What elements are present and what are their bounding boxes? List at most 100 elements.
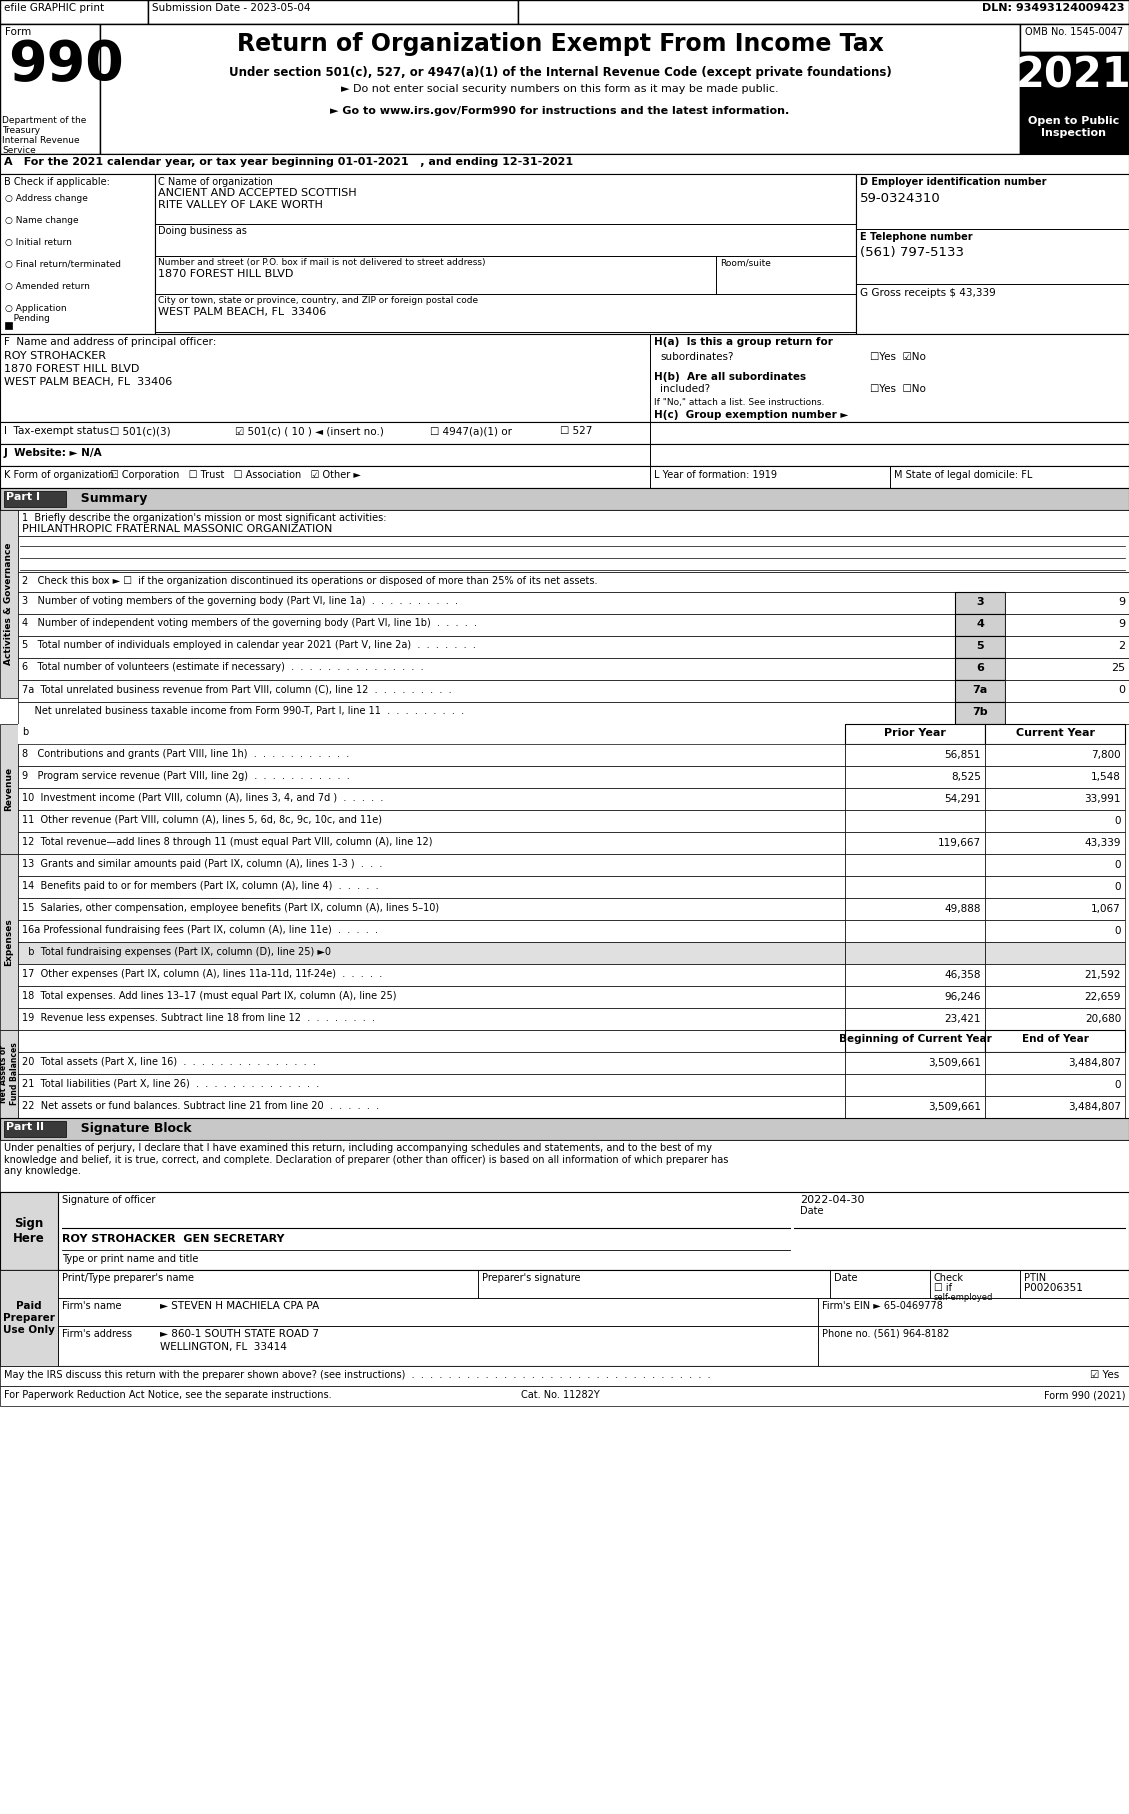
Text: 8,525: 8,525 [951,773,981,782]
Bar [0,0,148,24]
Bar [0,1192,58,1270]
Bar [0,724,18,854]
Text: 3,509,661: 3,509,661 [928,1058,981,1068]
Text: Prior Year: Prior Year [884,727,946,738]
Bar [18,898,844,920]
Text: 46,358: 46,358 [945,970,981,980]
Bar [18,724,844,744]
Text: 0: 0 [1114,1079,1121,1090]
Bar [984,787,1124,811]
Text: 5   Total number of individuals employed in calendar year 2021 (Part V, line 2a): 5 Total number of individuals employed i… [21,640,476,649]
Text: Cat. No. 11282Y: Cat. No. 11282Y [520,1390,599,1400]
Bar [844,1009,984,1030]
Bar [844,898,984,920]
Text: A For the 2021 calendar year, or tax year beginning 01-01-2021   , and ending 12: A For the 2021 calendar year, or tax yea… [5,158,574,167]
Bar [155,174,856,334]
Bar [18,876,844,898]
Bar [984,876,1124,898]
Text: Form: Form [5,27,32,36]
Text: Print/Type preparer's name: Print/Type preparer's name [62,1273,194,1282]
Bar [984,941,1124,963]
Bar [0,174,155,334]
Bar [1019,1270,1129,1299]
Bar [844,833,984,854]
Text: K Form of organization:: K Form of organization: [5,470,117,481]
Text: If "No," attach a list. See instructions.: If "No," attach a list. See instructions… [654,397,824,406]
Text: PHILANTHROPIC FRATERNAL MASSONIC ORGANIZATION: PHILANTHROPIC FRATERNAL MASSONIC ORGANIZ… [21,524,332,533]
Bar [18,613,955,637]
Bar [18,833,844,854]
Bar [18,941,844,963]
Text: Under section 501(c), 527, or 4947(a)(1) of the Internal Revenue Code (except pr: Under section 501(c), 527, or 4947(a)(1)… [229,65,892,80]
Text: ANCIENT AND ACCEPTED SCOTTISH: ANCIENT AND ACCEPTED SCOTTISH [158,189,357,198]
Text: 20,680: 20,680 [1085,1014,1121,1023]
Text: 0: 0 [1114,860,1121,871]
Text: P00206351: P00206351 [1024,1282,1083,1293]
Bar [0,154,1129,174]
Text: 7,800: 7,800 [1092,749,1121,760]
Text: Signature Block: Signature Block [72,1123,192,1136]
Text: 990: 990 [8,38,124,93]
Bar [18,637,955,658]
Text: b  Total fundraising expenses (Part IX, column (D), line 25) ►0: b Total fundraising expenses (Part IX, c… [21,947,331,958]
Bar [984,811,1124,833]
Bar [984,724,1124,744]
Bar [18,535,1129,571]
Text: I  Tax-exempt status:: I Tax-exempt status: [5,426,113,435]
Text: H(b)  Are all subordinates: H(b) Are all subordinates [654,372,806,383]
Bar [18,658,955,680]
Bar [0,1117,1129,1139]
Bar [1005,637,1129,658]
Bar [844,963,984,987]
Bar [984,920,1124,941]
Text: 17  Other expenses (Part IX, column (A), lines 11a-11d, 11f-24e)  .  .  .  .  .: 17 Other expenses (Part IX, column (A), … [21,969,383,980]
Bar [955,680,1005,702]
Bar [18,854,844,876]
Text: 1,548: 1,548 [1091,773,1121,782]
Text: 12  Total revenue—add lines 8 through 11 (must equal Part VIII, column (A), line: 12 Total revenue—add lines 8 through 11 … [21,836,432,847]
Text: Expenses: Expenses [5,918,14,965]
Bar [844,1030,984,1052]
Text: Preparer's signature: Preparer's signature [482,1273,580,1282]
Bar [0,0,1129,24]
Bar [984,1009,1124,1030]
Text: F  Name and address of principal officer:: F Name and address of principal officer: [5,337,217,346]
Text: ROY STROHACKER: ROY STROHACKER [5,350,106,361]
Bar [844,1096,984,1117]
Bar [0,510,18,698]
Text: 3,484,807: 3,484,807 [1068,1058,1121,1068]
Text: Paid
Preparer
Use Only: Paid Preparer Use Only [3,1301,55,1335]
Text: 16a Professional fundraising fees (Part IX, column (A), line 11e)  .  .  .  .  .: 16a Professional fundraising fees (Part … [21,925,378,934]
Text: Doing business as: Doing business as [158,227,247,236]
Text: D Employer identification number: D Employer identification number [860,178,1047,187]
Text: ○ Initial return: ○ Initial return [5,238,72,247]
Bar [844,744,984,766]
Text: Internal Revenue: Internal Revenue [2,136,80,145]
Bar [0,1139,1129,1192]
Text: 2: 2 [1118,640,1124,651]
Bar [984,898,1124,920]
Text: included?: included? [660,385,710,394]
Text: 20  Total assets (Part X, line 16)  .  .  .  .  .  .  .  .  .  .  .  .  .  .  .: 20 Total assets (Part X, line 16) . . . … [21,1058,316,1067]
Bar [18,510,1129,535]
Bar [18,702,955,724]
Text: ► STEVEN H MACHIELA CPA PA: ► STEVEN H MACHIELA CPA PA [160,1301,320,1312]
Bar [844,811,984,833]
Text: 13  Grants and similar amounts paid (Part IX, column (A), lines 1-3 )  .  .  .: 13 Grants and similar amounts paid (Part… [21,860,383,869]
Text: Activities & Governance: Activities & Governance [5,542,14,666]
Bar [819,1326,1129,1366]
Bar [844,724,984,744]
Bar [844,941,984,963]
Bar [844,1052,984,1074]
Text: Revenue: Revenue [5,767,14,811]
Text: Sign
Here: Sign Here [14,1217,45,1244]
Bar [955,658,1005,680]
Text: 25: 25 [1111,662,1124,673]
Text: 33,991: 33,991 [1085,795,1121,804]
Text: Type or print name and title: Type or print name and title [62,1253,199,1264]
Text: End of Year: End of Year [1022,1034,1088,1045]
Text: 9: 9 [1118,619,1124,629]
Text: H(c)  Group exemption number ►: H(c) Group exemption number ► [654,410,848,421]
Bar [844,766,984,787]
Text: WELLINGTON, FL  33414: WELLINGTON, FL 33414 [160,1342,287,1351]
